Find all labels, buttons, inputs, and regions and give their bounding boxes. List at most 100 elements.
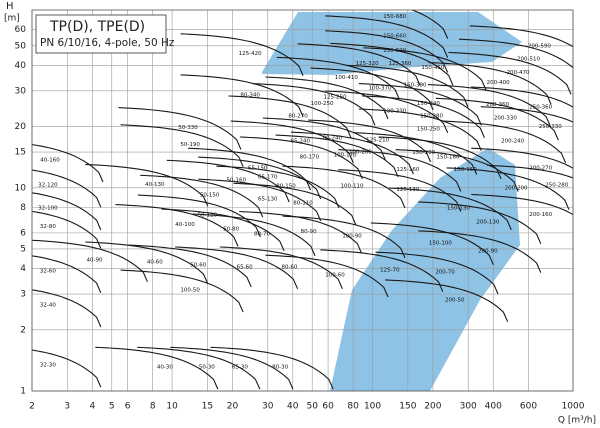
y-tick-label: 60: [15, 25, 27, 35]
pump-curve: [32, 239, 149, 283]
region-label: 80-30: [272, 365, 288, 371]
x-tick-label: 200: [424, 402, 441, 412]
y-tick-label: 6: [20, 228, 26, 238]
region-label: 100-410: [335, 75, 358, 81]
region-label: 150-390: [404, 83, 427, 89]
region-label: 50-330: [178, 125, 198, 131]
region-label: 80-170: [300, 154, 320, 160]
pump-curve: [388, 187, 512, 231]
pump-curve: [320, 249, 444, 292]
pump-curve: [458, 38, 573, 69]
region-label: 100-170: [334, 153, 357, 159]
region-fill: [330, 148, 520, 391]
region-label: 200-70: [435, 270, 455, 276]
region-label: 65-240: [291, 138, 311, 144]
region-label: 250-280: [545, 183, 568, 189]
y-axis-unit: [m]: [4, 14, 20, 24]
pump-curve: [192, 213, 316, 257]
region-label: 32-120: [38, 183, 58, 189]
pump-curve: [228, 95, 352, 139]
region-label: 200-470: [507, 70, 530, 76]
pump-curve: [358, 83, 482, 126]
region-label: 150-200: [412, 150, 435, 156]
region-label: 65-30: [232, 365, 248, 371]
pump-curve: [338, 149, 462, 192]
region-label: 150-450: [421, 65, 444, 71]
region-label: 80-90: [301, 229, 317, 235]
y-tick-label: 5: [20, 244, 26, 254]
y-axis-label: H: [6, 1, 14, 12]
region-label: 125-420: [239, 51, 262, 57]
y-tick-label: 15: [15, 148, 26, 158]
pump-curve: [198, 156, 322, 200]
pump-curve: [170, 346, 294, 390]
x-tick-label: 50: [306, 402, 318, 412]
y-tick-label: 3: [20, 290, 26, 300]
pump-curve: [378, 136, 502, 180]
region-label: 200-590: [528, 43, 551, 49]
region-label: 50-60: [190, 262, 206, 268]
region-label: 65-60: [237, 264, 253, 270]
x-tick-label: 1000: [562, 402, 585, 412]
x-tick-label: 30: [262, 402, 274, 412]
pump-curve: [180, 74, 304, 117]
region-label: 40-30: [157, 365, 173, 371]
pump-curve: [418, 201, 542, 245]
title-box: [35, 14, 167, 54]
region-label: 125-250: [324, 94, 347, 100]
pump-curve: [180, 33, 304, 76]
pump-curve: [275, 134, 399, 178]
pump-curve: [140, 174, 264, 218]
region-label: 125-130: [396, 187, 419, 193]
x-tick-label: 4: [89, 402, 95, 412]
region-label: 80-60: [281, 264, 297, 270]
region-label: 80-340: [240, 92, 260, 98]
pump-curve: [188, 147, 312, 191]
region-label: 80-240: [323, 135, 343, 141]
region-label: 100-90: [342, 234, 362, 240]
region-label: 150-660: [383, 33, 406, 39]
pump-curve: [290, 131, 414, 175]
region-label: 150-680: [383, 14, 406, 20]
pump-curve: [471, 86, 573, 108]
chart-subtitle: PN 6/10/16, 4-pole, 50 Hz: [40, 37, 175, 49]
pump-curve: [85, 241, 209, 285]
x-tick-label: 100: [364, 402, 381, 412]
pump-curve: [219, 246, 343, 290]
pump-curve: [137, 346, 261, 390]
x-tick-label: 20: [227, 402, 239, 412]
region-label: 150-160: [437, 154, 460, 160]
pump-curve: [354, 132, 478, 175]
region-label: 125-70: [380, 267, 400, 273]
pump-curve: [480, 106, 573, 123]
region-label: 100-50: [180, 288, 200, 294]
x-tick-label: 400: [485, 402, 502, 412]
region-label: 200-270: [529, 166, 552, 172]
region-label: 250-360: [529, 104, 552, 110]
region-label: 100-370: [369, 85, 392, 91]
region-label: 200-50: [445, 297, 465, 303]
pump-curve: [239, 136, 363, 180]
plot-frame: [31, 9, 574, 392]
pump-curve: [358, 108, 482, 152]
pump-curve: [297, 43, 421, 86]
pump-curve: [385, 279, 509, 323]
pump-curve: [216, 165, 340, 209]
pump-curve: [446, 167, 570, 210]
region-label: 200-400: [487, 80, 510, 86]
x-tick-label: 8: [150, 402, 156, 412]
y-tick-label: 8: [20, 203, 26, 213]
x-tick-label: 40: [287, 402, 299, 412]
pump-curve: [262, 117, 386, 161]
pump-curve: [120, 124, 244, 167]
pump-curve: [338, 169, 462, 212]
pump-curve: [375, 251, 499, 295]
chart-title: TP(D), TPE(D): [49, 19, 145, 35]
curves: [32, 10, 573, 390]
pump-curve: [230, 120, 354, 164]
region-label: 200-200: [505, 185, 528, 191]
pump-curve: [443, 120, 567, 164]
region-label: 100-110: [341, 184, 364, 190]
y-tick-label: 20: [15, 122, 27, 132]
